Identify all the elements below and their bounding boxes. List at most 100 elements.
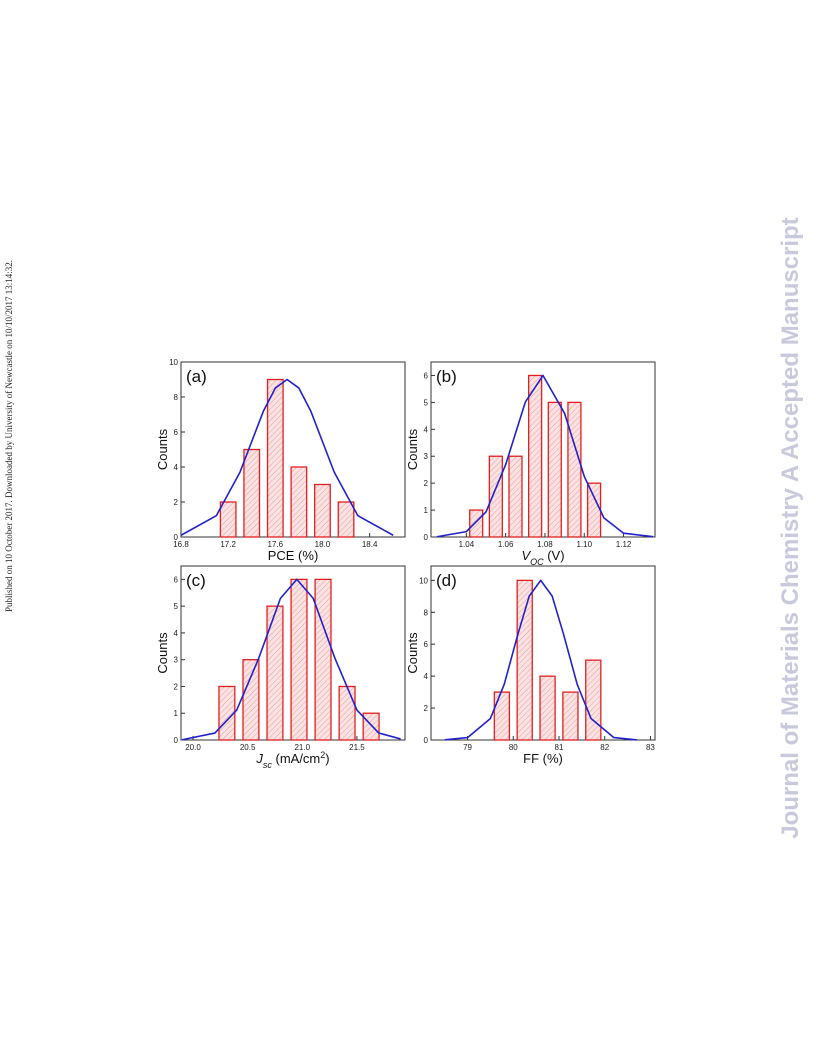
fit-curve <box>180 378 394 536</box>
y-tick-label: 8 <box>424 608 429 617</box>
y-tick-label: 4 <box>424 425 429 434</box>
y-tick-label: 5 <box>424 398 429 407</box>
x-tick-label: 21.0 <box>294 743 310 752</box>
y-tick-label: 2 <box>424 479 429 488</box>
y-tick-label: 10 <box>419 576 428 585</box>
y-tick-label: 3 <box>424 452 429 461</box>
x-axis-title-part: ) <box>325 751 329 766</box>
y-tick-label: 4 <box>424 672 429 681</box>
x-tick-label: 20.5 <box>240 743 256 752</box>
x-tick-label: 18.4 <box>362 540 378 549</box>
side-note: Published on 10 October 2017. Downloaded… <box>4 260 14 612</box>
chart: 0 1 2 3 4 5 6 20.0 20.5 21.0 21.5 (c) Counts Jsc (mA/… <box>155 565 406 770</box>
x-axis-title-part: 2 <box>320 750 325 760</box>
x-axis-title-part: V <box>521 548 531 563</box>
histogram-bar <box>266 605 284 741</box>
histogram-bar <box>314 483 331 538</box>
histogram-bar <box>290 466 308 538</box>
fit-curve <box>436 374 654 538</box>
y-tick-label: 5 <box>174 602 179 611</box>
x-tick-label: 83 <box>646 743 655 752</box>
fit-curve <box>444 579 637 741</box>
fit-curve <box>181 578 401 741</box>
x-tick-label: 17.6 <box>268 540 284 549</box>
x-tick-label: 18.0 <box>315 540 331 549</box>
x-axis-title-part: sc <box>263 760 273 770</box>
x-tick-label: 1.04 <box>459 540 475 549</box>
panel-label: (b) <box>436 367 457 386</box>
histogram-bar <box>314 578 332 741</box>
y-axis-title: Counts <box>405 632 420 674</box>
histogram-bar <box>528 374 543 538</box>
histogram-bar <box>585 659 602 741</box>
panel-label: (c) <box>186 571 206 590</box>
x-axis-title-part: J <box>255 751 263 766</box>
histogram-bar <box>562 691 579 741</box>
histogram-bar <box>567 401 582 538</box>
x-tick-label: 21.5 <box>349 743 365 752</box>
y-tick-label: 2 <box>424 704 429 713</box>
histogram-bar <box>362 712 380 741</box>
y-tick-label: 1 <box>174 709 179 718</box>
x-tick-label: 81 <box>555 743 564 752</box>
y-tick-label: 6 <box>174 428 179 437</box>
x-tick-label: 1.08 <box>537 540 553 549</box>
chart: 0 1 2 3 4 5 6 1.04 1.06 1.08 1.10 1.12 (b) Counts VOC … <box>405 361 656 567</box>
y-tick-label: 10 <box>169 358 178 367</box>
y-tick-label: 3 <box>174 656 179 665</box>
histogram-bar <box>219 501 237 538</box>
panel-label: (d) <box>436 571 457 590</box>
x-axis-title-part: (V) <box>544 548 565 563</box>
x-tick-label: 82 <box>600 743 609 752</box>
histogram-bar <box>242 659 260 741</box>
x-axis-title: FF (%) <box>523 751 563 766</box>
y-tick-label: 6 <box>174 575 179 584</box>
histogram-bar <box>547 401 562 538</box>
x-axis-title-part: (mA/cm <box>272 751 320 766</box>
x-axis-title: PCE (%) <box>268 548 319 563</box>
x-tick-label: 1.12 <box>616 540 632 549</box>
y-tick-label: 4 <box>174 463 179 472</box>
y-tick-label: 8 <box>174 393 179 402</box>
y-axis-title: Counts <box>155 428 170 470</box>
histogram-bar <box>516 579 533 741</box>
x-tick-label: 1.06 <box>498 540 514 549</box>
histogram-bar <box>469 509 484 538</box>
histogram-bar <box>218 685 236 741</box>
x-tick-label: 1.10 <box>576 540 592 549</box>
histogram-bar <box>290 578 308 741</box>
y-tick-label: 6 <box>424 371 429 380</box>
histogram-bar <box>539 675 556 741</box>
x-axis-title: Jsc (mA/cm2) <box>255 750 329 770</box>
histogram-bar <box>338 685 356 741</box>
watermark: Journal of Materials Chemistry A Accepte… <box>777 217 804 838</box>
x-tick-label: 20.0 <box>185 743 201 752</box>
histogram-bar <box>586 482 602 538</box>
y-tick-label: 0 <box>174 736 179 745</box>
y-tick-label: 6 <box>424 640 429 649</box>
x-tick-label: 79 <box>463 743 472 752</box>
y-tick-label: 0 <box>424 736 429 745</box>
x-axis-title: VOC (V) <box>521 548 564 567</box>
histogram-bar <box>243 448 261 538</box>
y-tick-label: 1 <box>424 506 429 515</box>
y-tick-label: 2 <box>174 498 179 507</box>
panel-label: (a) <box>186 367 207 386</box>
y-axis-title: Counts <box>405 428 420 470</box>
y-axis-title: Counts <box>155 632 170 674</box>
chart: 0 2 4 6 8 10 16.8 17.2 17.6 18.0 18.4 (a) Counts PCE … <box>155 358 406 563</box>
x-tick-label: 17.2 <box>220 540 236 549</box>
x-tick-label: 16.8 <box>173 540 189 549</box>
x-tick-label: 80 <box>509 743 518 752</box>
y-tick-label: 0 <box>424 533 429 542</box>
histogram-bar <box>508 455 523 538</box>
chart: 0 2 4 6 8 10 79 80 81 82 83 (d) Counts FF (%) <box>405 565 656 766</box>
histogram-bar <box>266 378 284 538</box>
y-tick-label: 0 <box>174 533 179 542</box>
histogram-bar <box>493 691 511 741</box>
histogram-bar <box>337 501 355 538</box>
y-tick-label: 2 <box>174 682 179 691</box>
x-axis-title-part: OC <box>530 557 544 567</box>
histogram-bar <box>488 455 503 538</box>
